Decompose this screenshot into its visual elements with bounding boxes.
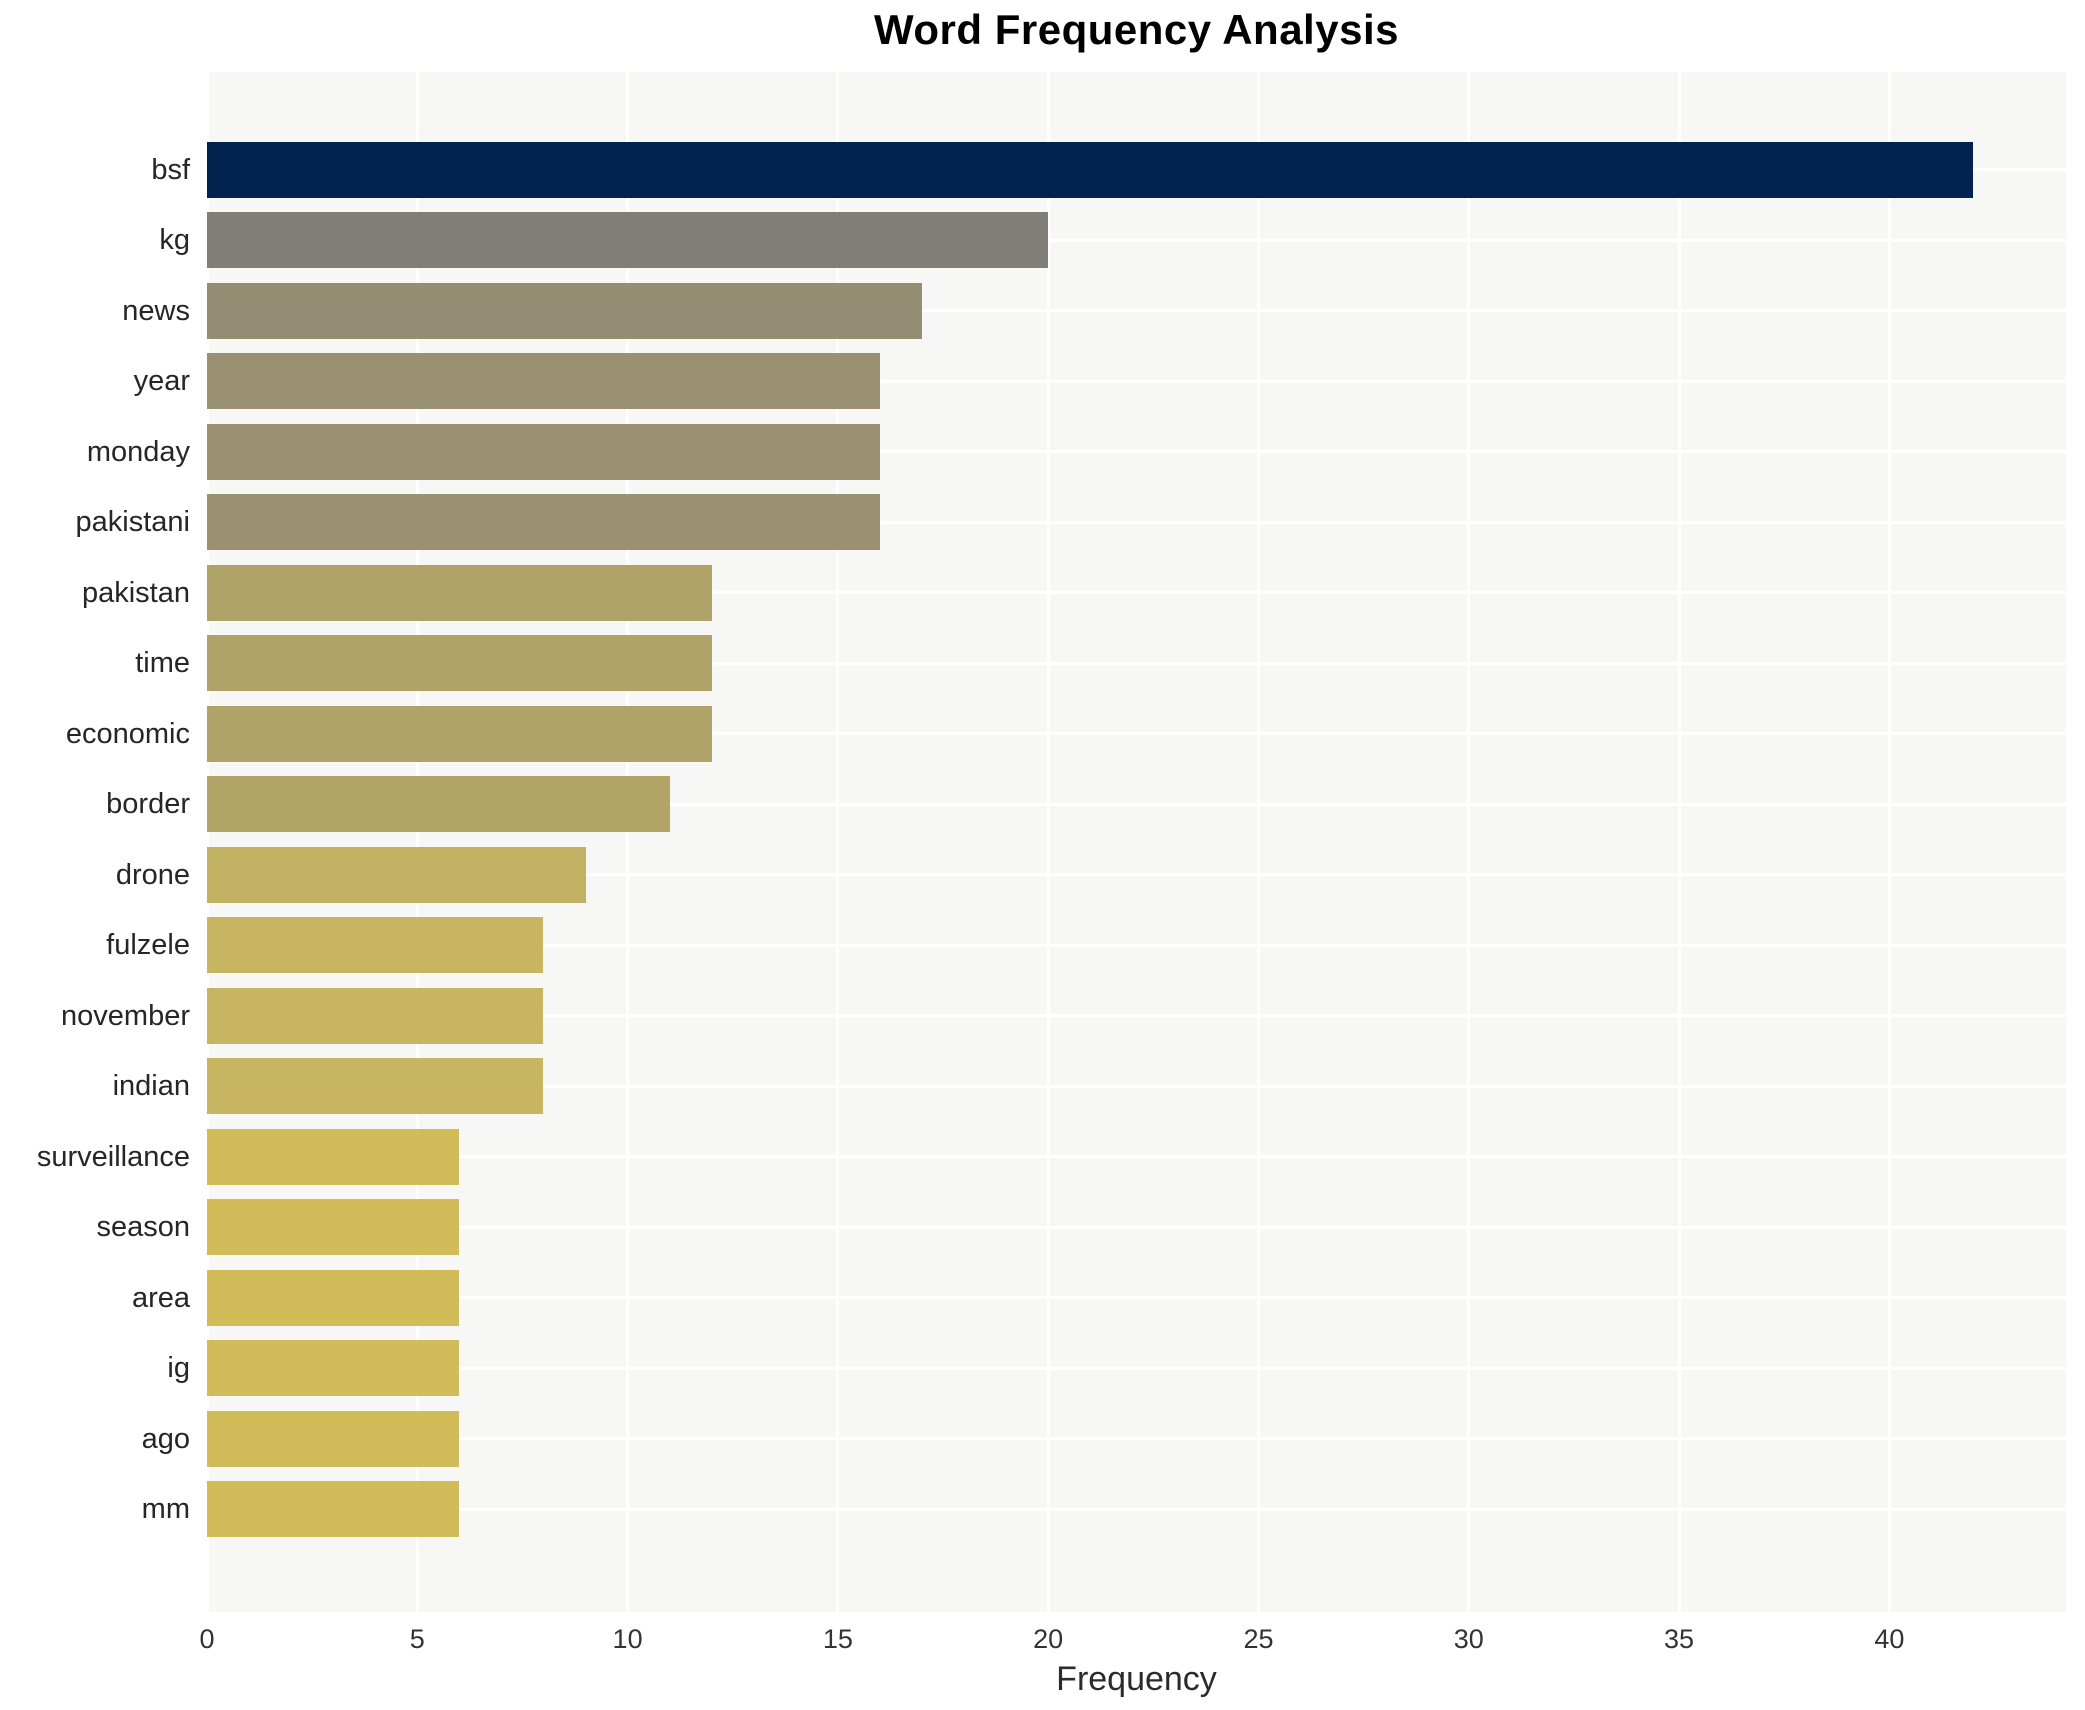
y-axis-label: year [133, 365, 190, 397]
y-axis-label: fulzele [106, 929, 190, 961]
gridline-horizontal [207, 943, 2066, 947]
y-axis-label: bsf [151, 153, 190, 186]
gridline-horizontal [207, 1437, 2066, 1440]
y-axis-label: monday [86, 435, 190, 468]
bar-kg [207, 212, 1049, 268]
y-axis-label: november [61, 999, 190, 1032]
gridline-horizontal [207, 379, 2066, 383]
bar-indian [207, 1058, 544, 1114]
bar-year [207, 353, 880, 409]
bar-season [207, 1199, 460, 1255]
gridline-vertical [1256, 72, 1260, 1612]
y-axis-label: pakistani [75, 506, 190, 538]
gridline-horizontal [207, 1366, 2066, 1370]
bar-bsf [207, 141, 1974, 198]
gridline-horizontal [207, 873, 2066, 876]
y-axis-label: area [131, 1281, 190, 1314]
bar-area [207, 1269, 460, 1326]
gridline-vertical [205, 72, 209, 1612]
x-tick-label: 25 [1243, 1624, 1274, 1654]
gridline-horizontal [207, 1155, 2066, 1158]
gridline-vertical [1887, 72, 1891, 1612]
gridline-vertical [415, 72, 419, 1612]
y-axis-label: ago [141, 1422, 190, 1455]
x-tick-label: 5 [409, 1624, 425, 1654]
gridline-horizontal [207, 732, 2066, 735]
y-axis-label: time [135, 647, 190, 679]
y-axis-label: season [96, 1211, 190, 1243]
x-tick-label: 40 [1874, 1624, 1905, 1654]
y-axis-label: border [106, 788, 190, 820]
gridline-vertical [626, 72, 630, 1612]
bar-surveillance [207, 1128, 460, 1185]
x-tick-label: 10 [612, 1624, 643, 1654]
gridline-horizontal [207, 520, 2066, 524]
gridline-horizontal [207, 1014, 2066, 1017]
gridline-horizontal [207, 1507, 2066, 1511]
bar-pakistan [207, 564, 712, 621]
bar-ig [207, 1340, 460, 1396]
bar-mm [207, 1481, 460, 1537]
y-axis-label: pakistan [81, 576, 190, 609]
gridline-horizontal [207, 309, 2066, 312]
x-tick-label: 30 [1453, 1624, 1484, 1654]
y-axis-label: kg [159, 224, 190, 256]
bar-border [207, 776, 670, 832]
bar-monday [207, 423, 880, 480]
gridline-vertical [836, 72, 840, 1612]
x-axis-title: Frequency [1056, 1660, 1217, 1698]
chart-title: Word Frequency Analysis [874, 6, 1399, 53]
bar-fulzele [207, 917, 544, 973]
bar-economic [207, 705, 712, 762]
gridline-vertical [1467, 72, 1471, 1612]
y-axis-label: surveillance [36, 1140, 190, 1173]
bar-ago [207, 1410, 460, 1467]
gridline-horizontal [207, 1225, 2066, 1229]
bar-drone [207, 846, 586, 903]
bar-time [207, 635, 712, 691]
y-axis-label: ig [167, 1352, 190, 1384]
y-axis-label: news [122, 294, 190, 327]
x-tick-label: 0 [199, 1624, 215, 1654]
bar-pakistani [207, 494, 880, 550]
gridline-horizontal [207, 238, 2066, 242]
bar-november [207, 987, 544, 1044]
gridline-horizontal [207, 1084, 2066, 1088]
gridline-vertical [1677, 72, 1681, 1612]
y-axis-label: drone [115, 858, 190, 891]
gridline-horizontal [207, 661, 2066, 665]
y-axis-label: economic [65, 717, 190, 750]
bar-news [207, 282, 922, 339]
gridline-horizontal [207, 591, 2066, 594]
y-axis-label: mm [141, 1493, 190, 1525]
x-tick-label: 15 [822, 1624, 853, 1654]
x-tick-label: 20 [1033, 1624, 1064, 1654]
gridline-horizontal [207, 802, 2066, 806]
x-tick-label: 35 [1664, 1624, 1695, 1654]
y-axis-label: indian [112, 1070, 190, 1102]
gridline-horizontal [207, 450, 2066, 453]
gridline-vertical [1046, 72, 1050, 1612]
gridline-horizontal [207, 1296, 2066, 1299]
plot-area [205, 72, 2066, 1612]
